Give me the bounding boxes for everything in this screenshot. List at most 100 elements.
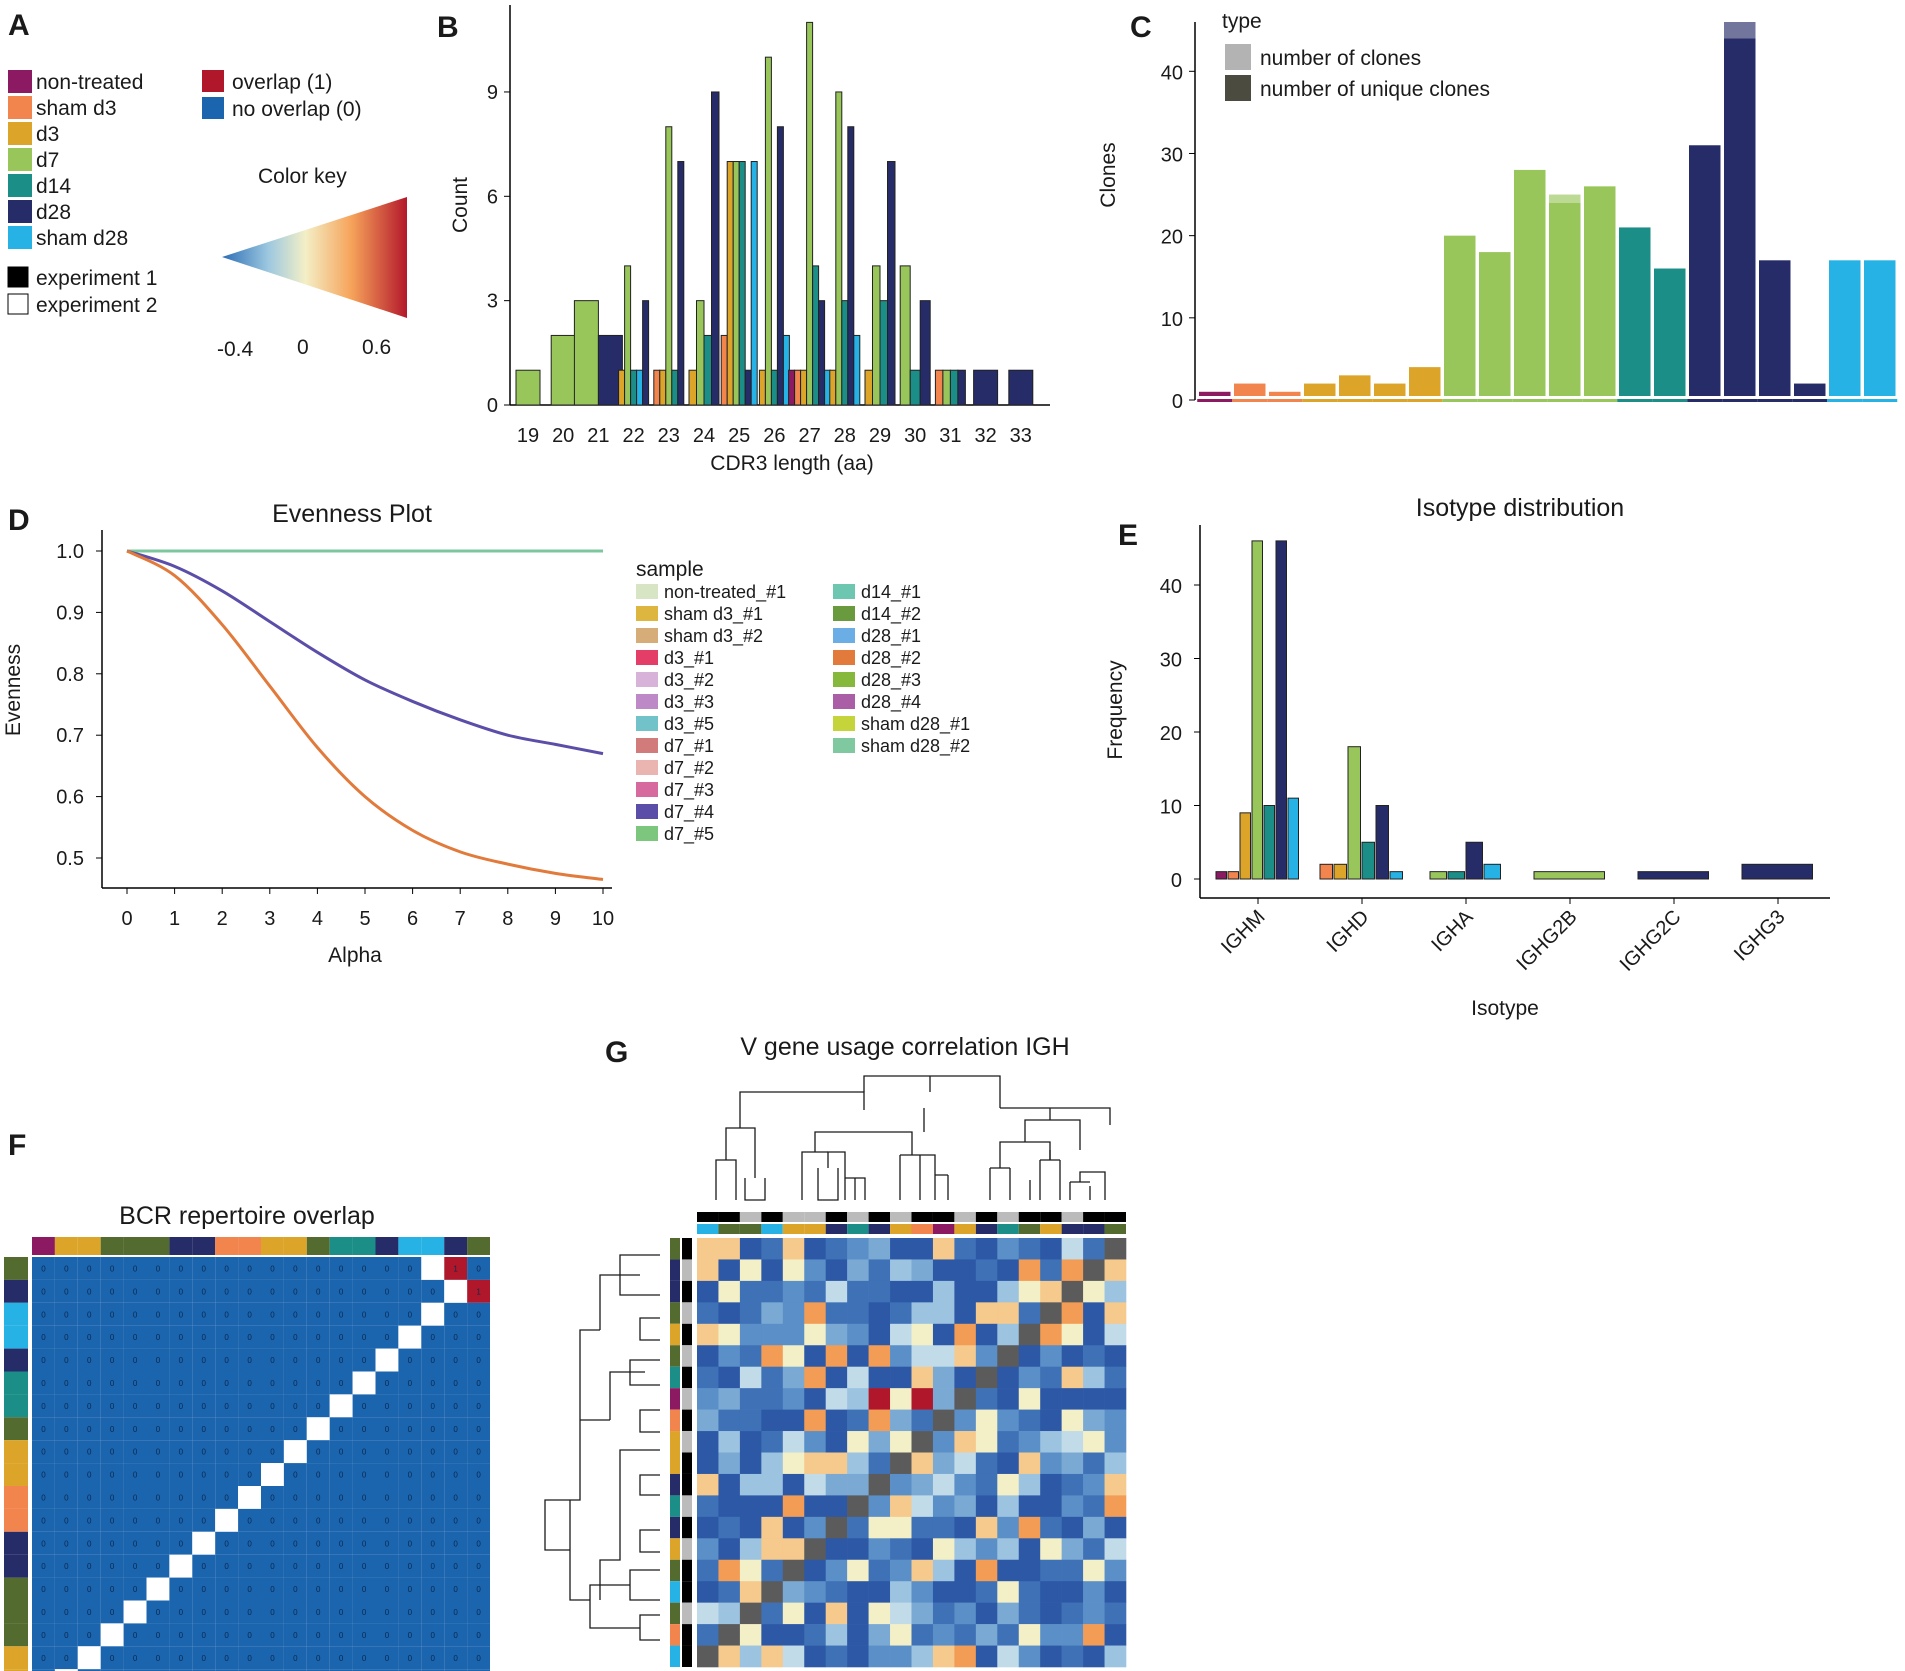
panel-f-cell <box>283 1394 307 1418</box>
panel-f-cell <box>238 1623 261 1647</box>
panel-g-cell <box>825 1323 848 1346</box>
panel-f-cell <box>32 1623 55 1647</box>
panel-g-cell <box>1018 1323 1041 1346</box>
panel-g-top-dendrogram-branch <box>1029 1180 1091 1200</box>
panel-f-cell <box>169 1531 193 1555</box>
panel-d-legend-swatch <box>833 738 855 753</box>
panel-f-cell <box>467 1669 490 1671</box>
panel-g-cell <box>739 1409 762 1432</box>
panel-f-cell-value: 0 <box>64 1310 69 1319</box>
panel-b-xtick-label: 29 <box>869 425 891 447</box>
panel-f-cell <box>306 1646 330 1670</box>
panel-g-cell <box>804 1516 826 1539</box>
panel-g-cell <box>954 1431 977 1453</box>
panel-f-cell-value: 0 <box>339 1379 344 1388</box>
panel-f-cell-value: 0 <box>179 1287 184 1296</box>
panel-f-cell <box>261 1325 284 1349</box>
panel-f-cell-value: 0 <box>339 1448 344 1457</box>
panel-f-cell-value: 0 <box>270 1264 275 1273</box>
panel-f-cell-value: 0 <box>476 1425 481 1434</box>
panel-f-cell <box>100 1417 124 1441</box>
panel-f-cell <box>169 1463 193 1486</box>
panel-f-cell <box>54 1302 78 1326</box>
panel-g-cell <box>1104 1280 1127 1303</box>
panel-e-bar-IGHM-d14 <box>1263 805 1275 880</box>
panel-f-cell <box>192 1257 216 1280</box>
panel-f-cell-value: 0 <box>179 1448 184 1457</box>
panel-f-cell <box>215 1600 239 1624</box>
panel-f-row-annotation <box>4 1302 28 1326</box>
panel-f-cell-value: 0 <box>110 1264 115 1273</box>
panel-f-cell <box>352 1508 376 1532</box>
panel-g-cell <box>804 1538 826 1561</box>
panel-b-bar-27-d14 <box>812 265 820 406</box>
panel-f-cell <box>238 1508 261 1532</box>
panel-d-series-line-orange <box>126 549 604 881</box>
panel-g-row-experiment <box>682 1452 692 1474</box>
panel-g-top-dendrogram-branch <box>715 1159 737 1200</box>
panel-g-cell <box>1040 1624 1062 1646</box>
panel-g-cell <box>739 1495 762 1518</box>
panel-g-cell <box>911 1516 934 1539</box>
panel-f-cell <box>467 1394 490 1418</box>
panel-g-cell <box>1018 1345 1041 1367</box>
panel-g-cell <box>825 1538 848 1561</box>
panel-e-ylabel: Frequency <box>1104 660 1127 760</box>
panel-f-cell <box>169 1669 193 1671</box>
panel-f-cell <box>100 1440 124 1464</box>
panel-g-cell <box>761 1280 784 1303</box>
panel-g-cell <box>975 1366 998 1389</box>
panel-f-row-annotation <box>4 1348 28 1372</box>
panel-f-cell <box>32 1417 55 1441</box>
panel-f-cell-value: 0 <box>362 1333 367 1342</box>
panel-c-bar-unique <box>1724 38 1756 396</box>
panel-f-cell <box>329 1463 353 1486</box>
panel-f-cell <box>398 1577 422 1601</box>
panel-f-cell-value: 0 <box>247 1425 252 1434</box>
panel-f-cell <box>375 1394 399 1418</box>
panel-f-cell <box>146 1646 170 1670</box>
panel-d-legend-label: d7_#5 <box>664 824 714 845</box>
panel-f-cell <box>421 1554 445 1578</box>
panel-g-col-group <box>975 1224 998 1234</box>
panel-g-top-dendrogram-branch <box>817 1151 846 1201</box>
panel-g-col-experiment <box>761 1212 783 1222</box>
legend-label-unique: number of unique clones <box>1260 78 1490 101</box>
panel-f-cell-value: 0 <box>87 1425 92 1434</box>
panel-g-cell <box>1083 1259 1105 1282</box>
panel-label-e: E <box>1118 519 1138 552</box>
panel-g-cell <box>782 1323 805 1346</box>
panel-f-cell <box>352 1371 376 1395</box>
panel-f-cell <box>100 1325 124 1349</box>
panel-g-cell <box>997 1259 1020 1282</box>
panel-f-cell <box>444 1508 468 1532</box>
panel-g-top-dendrogram-branch <box>1079 1171 1106 1200</box>
panel-g-cell <box>1104 1645 1127 1668</box>
panel-f-cell <box>123 1348 147 1372</box>
panel-f-cell <box>169 1302 193 1326</box>
panel-g-cell <box>825 1409 848 1432</box>
panel-g-cell <box>761 1624 784 1646</box>
panel-b-bar-24-d28 <box>711 91 720 406</box>
panel-f-cell-value: 0 <box>408 1585 413 1594</box>
panel-f-cell-value: 0 <box>156 1493 161 1502</box>
panel-g-cell <box>932 1280 955 1303</box>
panel-c-group-strip <box>1757 399 1793 402</box>
panel-f-cell <box>146 1623 170 1647</box>
legend-swatch-experiment-1 <box>7 266 29 288</box>
panel-g-cell <box>718 1645 741 1668</box>
panel-g-col-group <box>868 1224 891 1234</box>
panel-g-cell <box>911 1238 934 1260</box>
panel-g-cell <box>1104 1452 1127 1475</box>
panel-f-cell <box>54 1417 78 1441</box>
panel-f-cell <box>146 1348 170 1372</box>
panel-c-ylabel: Clones <box>1097 142 1120 207</box>
panel-f-cell <box>238 1554 261 1578</box>
panel-g-cell <box>1018 1388 1041 1410</box>
panel-d-xtick-label: 3 <box>264 908 275 930</box>
panel-f-cell <box>100 1257 124 1280</box>
panel-g-cell <box>739 1516 762 1539</box>
panel-f-cell-value: 0 <box>316 1654 321 1663</box>
panel-f-cell-value: 0 <box>385 1310 390 1319</box>
panel-b-bar-27-d3 <box>800 369 808 406</box>
